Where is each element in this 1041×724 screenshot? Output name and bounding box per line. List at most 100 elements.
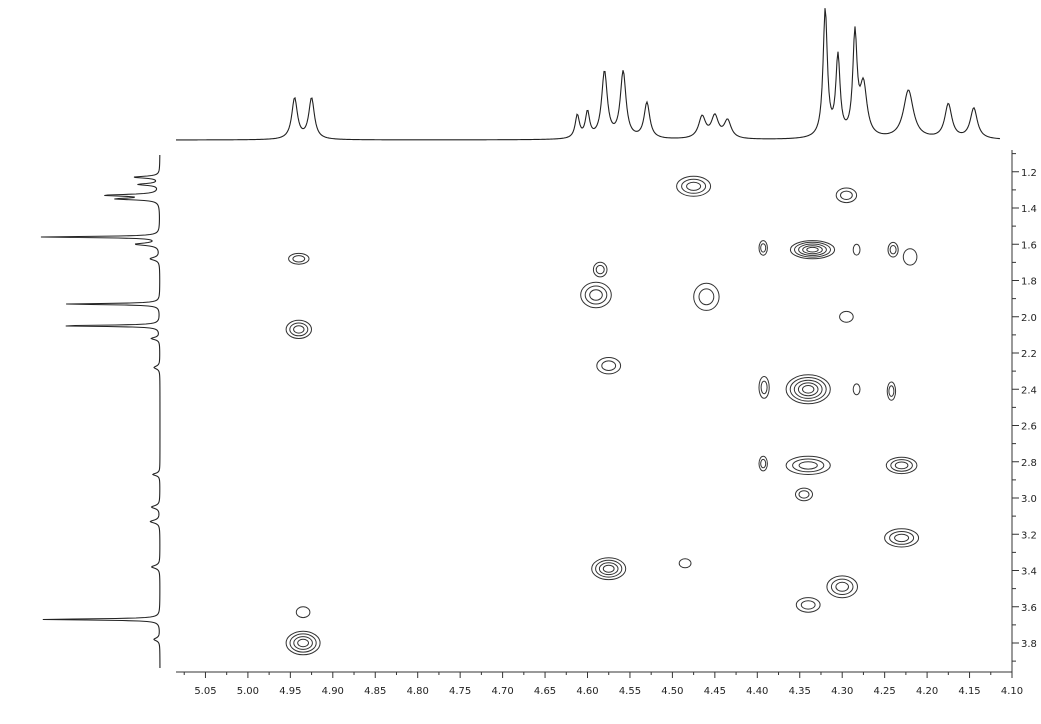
x-tick-label: 4.10 [1001, 686, 1023, 697]
contour-level-2 [835, 581, 850, 592]
contour-level-0 [288, 252, 310, 265]
cross-peak-5 [580, 281, 612, 309]
cross-peak-17 [839, 310, 854, 323]
x-tick-label: 4.85 [364, 686, 386, 697]
y-tick-label: 3.2 [1021, 530, 1037, 541]
y-axis: 1.2 1.4 1.6 1.8 2.0 2.2 2.4 2.6 2.8 3.0 3.2 3.4 3.6 3… [1011, 150, 1037, 672]
contour-level-2 [686, 181, 702, 191]
cross-peak-12 [789, 240, 836, 260]
contour-level-1 [698, 288, 715, 306]
contour-level-4 [806, 246, 819, 253]
cross-peak-15 [887, 241, 899, 258]
x-tick-label: 4.25 [874, 686, 896, 697]
y-tick-label: 1.6 [1021, 240, 1037, 251]
cross-peak-2 [295, 606, 311, 619]
contour-level-0 [795, 597, 821, 613]
x-tick-label: 5.05 [194, 686, 216, 697]
y-tick-label: 3.4 [1021, 567, 1037, 578]
contour-level-0 [285, 319, 312, 339]
contour-level-1 [292, 255, 306, 263]
contour-level-2 [293, 636, 313, 650]
contour-level-2 [798, 461, 818, 470]
cross-peak-23 [758, 455, 768, 472]
cross-peak-13 [758, 240, 768, 256]
contour-level-1 [289, 322, 309, 337]
contour-level-1 [760, 458, 767, 469]
cross-peak-20 [852, 383, 861, 396]
x-tick-label: 4.75 [449, 686, 471, 697]
contour-level-1 [760, 380, 768, 395]
cross-peak-18 [785, 374, 831, 405]
x-tick-label: 4.60 [576, 686, 598, 697]
cross-peak-6 [596, 357, 622, 375]
contour-level-1 [840, 190, 853, 201]
cross-peak-4 [592, 261, 608, 278]
cross-peak-group [285, 175, 920, 656]
contour-level-3 [802, 245, 823, 255]
contour-level-0 [580, 281, 612, 309]
contour-level-1 [760, 243, 767, 253]
contour-level-4 [802, 385, 815, 394]
contour-level-0 [835, 187, 858, 204]
cross-peak-21 [886, 381, 897, 401]
x-tick-label: 4.90 [322, 686, 344, 697]
contour-level-3 [602, 564, 615, 573]
cross-peak-27 [826, 575, 859, 599]
cross-peak-24 [885, 456, 918, 475]
contour-level-0 [902, 248, 918, 266]
contour-level-1 [794, 241, 831, 258]
left-projection-group [40, 154, 161, 668]
cross-peak-26 [884, 528, 920, 548]
contour-level-2 [598, 562, 619, 576]
contour-level-0 [885, 456, 918, 475]
x-tick-label: 4.35 [789, 686, 811, 697]
top-projection-trace [176, 8, 1001, 141]
cross-peak-8 [676, 175, 712, 197]
x-tick-label: 4.65 [534, 686, 556, 697]
contour-level-0 [884, 528, 920, 548]
y-tick-label: 3.0 [1021, 494, 1037, 505]
x-tick-label: 4.40 [746, 686, 768, 697]
contour-level-0 [758, 240, 768, 256]
x-tick-label: 4.20 [916, 686, 938, 697]
contour-level-1 [601, 360, 617, 372]
contour-level-1 [595, 264, 605, 275]
contour-level-2 [793, 379, 823, 399]
x-tick-label: 4.95 [279, 686, 301, 697]
y-tick-label: 2.8 [1021, 458, 1037, 469]
y-tick-label: 3.6 [1021, 603, 1037, 614]
contour-level-1 [830, 578, 854, 595]
contour-level-2 [293, 325, 305, 334]
contour-level-1 [681, 178, 707, 194]
contour-level-0 [785, 455, 831, 475]
left-projection-trace [40, 154, 161, 668]
x-tick-label: 4.30 [831, 686, 853, 697]
cross-peak-7 [591, 557, 627, 581]
contour-level-0 [826, 575, 859, 599]
cross-peak-19 [758, 376, 770, 399]
x-tick-label: 4.50 [661, 686, 683, 697]
contour-level-0 [785, 374, 831, 405]
contour-level-0 [596, 357, 622, 375]
cross-peak-1 [285, 319, 312, 339]
contour-level-1 [888, 385, 895, 397]
cross-peak-14 [852, 243, 861, 256]
cross-peak-25 [795, 487, 813, 502]
contour-level-0 [795, 487, 813, 502]
x-axis: 5.05 5.00 4.95 4.90 4.85 4.80 4.75 4.70 4.65 4.60… [176, 671, 1023, 697]
contour-level-1 [789, 377, 827, 402]
y-tick-label: 1.4 [1021, 204, 1037, 215]
x-tick-label: 5.00 [237, 686, 259, 697]
cross-peak-3 [285, 630, 321, 656]
cross-peak-10 [678, 558, 692, 569]
contour-level-0 [839, 310, 854, 323]
contour-level-0 [693, 282, 720, 311]
cross-peak-11 [835, 187, 858, 204]
contour-level-0 [758, 376, 770, 399]
contour-level-1 [595, 559, 623, 578]
contour-level-1 [792, 458, 825, 473]
x-tick-label: 4.80 [407, 686, 429, 697]
contour-level-0 [852, 383, 861, 396]
